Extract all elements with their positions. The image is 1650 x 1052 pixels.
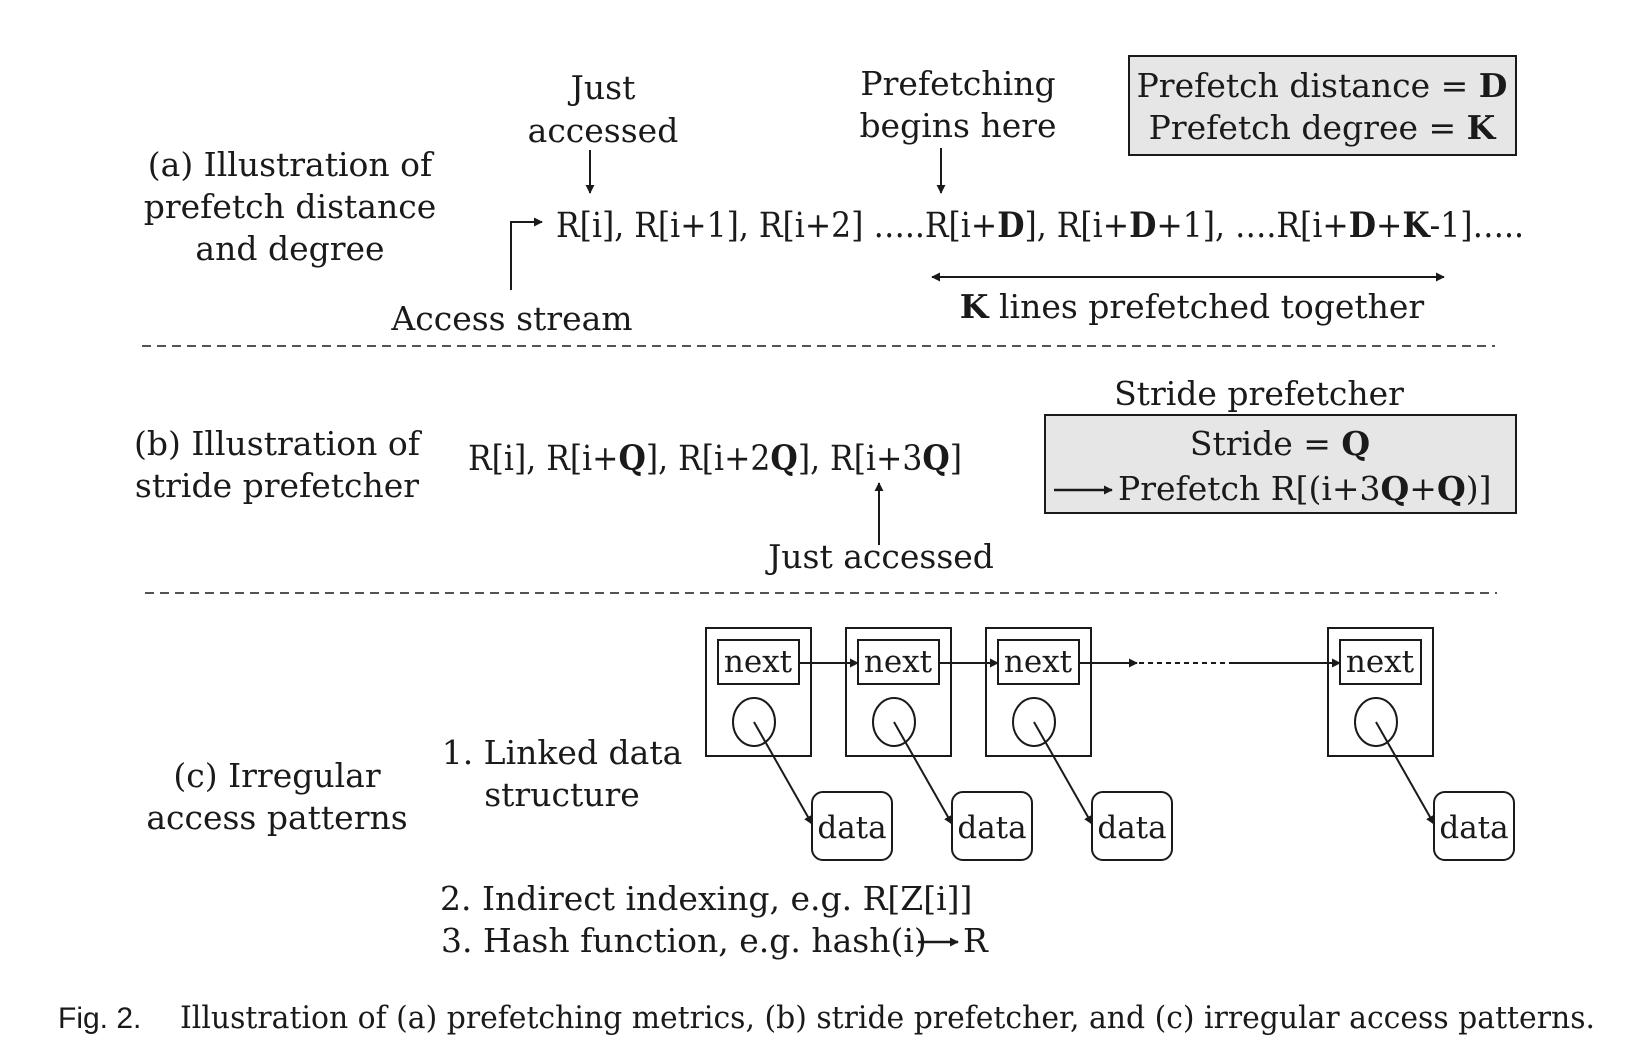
prefetch-distance-label: Prefetch distance = — [1137, 66, 1479, 105]
prefetch-formula: Prefetch R[(i+3Q+Q)] — [1118, 469, 1491, 508]
data-pointer-arrow — [1033, 721, 1093, 825]
data-box — [951, 791, 1033, 861]
node-box — [845, 627, 952, 757]
item-3-target: R — [963, 921, 989, 960]
sequence-b-part-5: Q — [922, 438, 949, 479]
caption-text: Illustration of (a) prefetching metrics,… — [180, 1000, 1595, 1036]
prefetching-begins-line1: Prefetching — [860, 64, 1055, 103]
stride-label: Stride = — [1190, 424, 1341, 463]
item-2: 2. Indirect indexing, e.g. R[Z[i]] — [440, 879, 972, 918]
section-c-label-line2: access patterns — [146, 798, 407, 837]
prefetch-distance-symbol: D — [1479, 66, 1508, 105]
sequence-b-part-6: ] — [950, 439, 962, 479]
data-label: data — [957, 810, 1026, 846]
k-lines-label: K lines prefetched together — [960, 287, 1425, 326]
stride-symbol: Q — [1341, 424, 1370, 463]
sequence-b-part-1: Q — [619, 438, 646, 479]
just-accessed-label-line1: Just — [568, 68, 636, 107]
pointer-circle — [872, 697, 916, 747]
list-node: next data — [1327, 627, 1515, 861]
sequence-b-part-4: ], R[i+3 — [798, 439, 923, 479]
node-box — [705, 627, 812, 757]
list-node: next data — [985, 627, 1173, 861]
section-b-label-line2: stride prefetcher — [135, 466, 419, 505]
data-label: data — [1439, 810, 1508, 846]
sequence-b-part-3: Q — [770, 438, 797, 479]
caption-figure-number: Fig. 2. — [58, 1002, 141, 1035]
data-pointer-arrow — [753, 721, 813, 825]
prefetch-formula-part-4: )] — [1466, 469, 1492, 508]
section-a-label-line2: prefetch distance — [144, 187, 436, 226]
section-b-label-line1: (b) Illustration of — [134, 424, 423, 463]
just-accessed-b-label: Just accessed — [765, 537, 994, 576]
item-3-text: 3. Hash function, e.g. hash(i) — [441, 921, 927, 960]
sequence-a-part-4: +1], ….R[i+ — [1156, 206, 1348, 246]
pointer-circle — [1012, 697, 1056, 747]
access-sequence-a: R[i], R[i+1], R[i+2] …..R[i+D], R[i+D+1]… — [556, 205, 1524, 246]
next-label: next — [1346, 644, 1415, 680]
sequence-a-part-5: D — [1349, 205, 1376, 246]
section-a-label-line3: and degree — [195, 229, 384, 268]
pointer-circle — [732, 697, 776, 747]
k-lines-bold: K — [960, 287, 990, 326]
prefetch-params-box — [1128, 55, 1517, 156]
sequence-a-part-2: ], R[i+ — [1024, 206, 1129, 246]
sequence-a-part-8: -1]….. — [1430, 206, 1524, 246]
caption: Fig. 2. Illustration of (a) prefetching … — [58, 1000, 1595, 1036]
prefetch-formula-part-2: + — [1409, 469, 1437, 508]
data-box — [1091, 791, 1173, 861]
sequence-a-part-0: R[i], R[i+1], R[i+2] …..R[i+ — [556, 206, 997, 246]
list-node: next data — [845, 627, 1033, 861]
stride-prefetcher-title: Stride prefetcher — [1114, 374, 1404, 413]
next-label: next — [1004, 644, 1073, 680]
section-b: (b) Illustration of stride prefetcher R[… — [134, 374, 1517, 576]
prefetch-formula-part-0: Prefetch R[(i+3 — [1118, 469, 1381, 508]
node-box — [985, 627, 1092, 757]
next-label: next — [864, 644, 933, 680]
sequence-b-part-2: ], R[i+2 — [646, 439, 771, 479]
item-1-line2: structure — [484, 775, 640, 814]
access-sequence-b: R[i], R[i+Q], R[i+2Q], R[i+3Q] — [468, 438, 962, 479]
section-a-label-line1: (a) Illustration of — [148, 145, 435, 184]
prefetch-degree-symbol: K — [1467, 108, 1497, 147]
section-c: (c) Irregular access patterns 1. Linked … — [146, 627, 1515, 960]
prefetch-formula-part-1: Q — [1381, 469, 1410, 508]
data-pointer-arrow — [1375, 721, 1435, 825]
sequence-a-part-3: D — [1129, 205, 1156, 246]
stride-text: Stride = Q — [1190, 424, 1370, 463]
sequence-a-part-1: D — [997, 205, 1024, 246]
item-1-line1: 1. Linked data — [442, 733, 683, 772]
linked-list: next data next data next data next data — [705, 627, 1515, 861]
data-box — [811, 791, 893, 861]
access-stream-label: Access stream — [390, 299, 632, 338]
pointer-circle — [1354, 697, 1398, 747]
just-accessed-label-line2: accessed — [528, 111, 679, 150]
access-stream-arrow — [510, 217, 543, 290]
k-lines-rest: lines prefetched together — [988, 287, 1424, 326]
node-box — [1327, 627, 1434, 757]
data-label: data — [1097, 810, 1166, 846]
section-a: (a) Illustration of prefetch distance an… — [144, 55, 1524, 338]
prefetch-degree-label: Prefetch degree = — [1149, 108, 1467, 147]
prefetch-formula-part-3: Q — [1437, 469, 1466, 508]
data-label: data — [817, 810, 886, 846]
prefetch-degree-text: Prefetch degree = K — [1149, 108, 1497, 147]
sequence-a-part-6: + — [1376, 206, 1402, 246]
data-box — [1433, 791, 1515, 861]
data-pointer-arrow — [893, 721, 953, 825]
stride-prefetcher-box — [1044, 414, 1517, 514]
prefetch-distance-text: Prefetch distance = D — [1137, 66, 1508, 105]
section-c-label-line1: (c) Irregular — [173, 756, 380, 795]
sequence-a-part-7: K — [1402, 205, 1431, 246]
sequence-b-part-0: R[i], R[i+ — [468, 439, 619, 479]
next-label: next — [724, 644, 793, 680]
prefetching-begins-line2: begins here — [859, 106, 1056, 145]
